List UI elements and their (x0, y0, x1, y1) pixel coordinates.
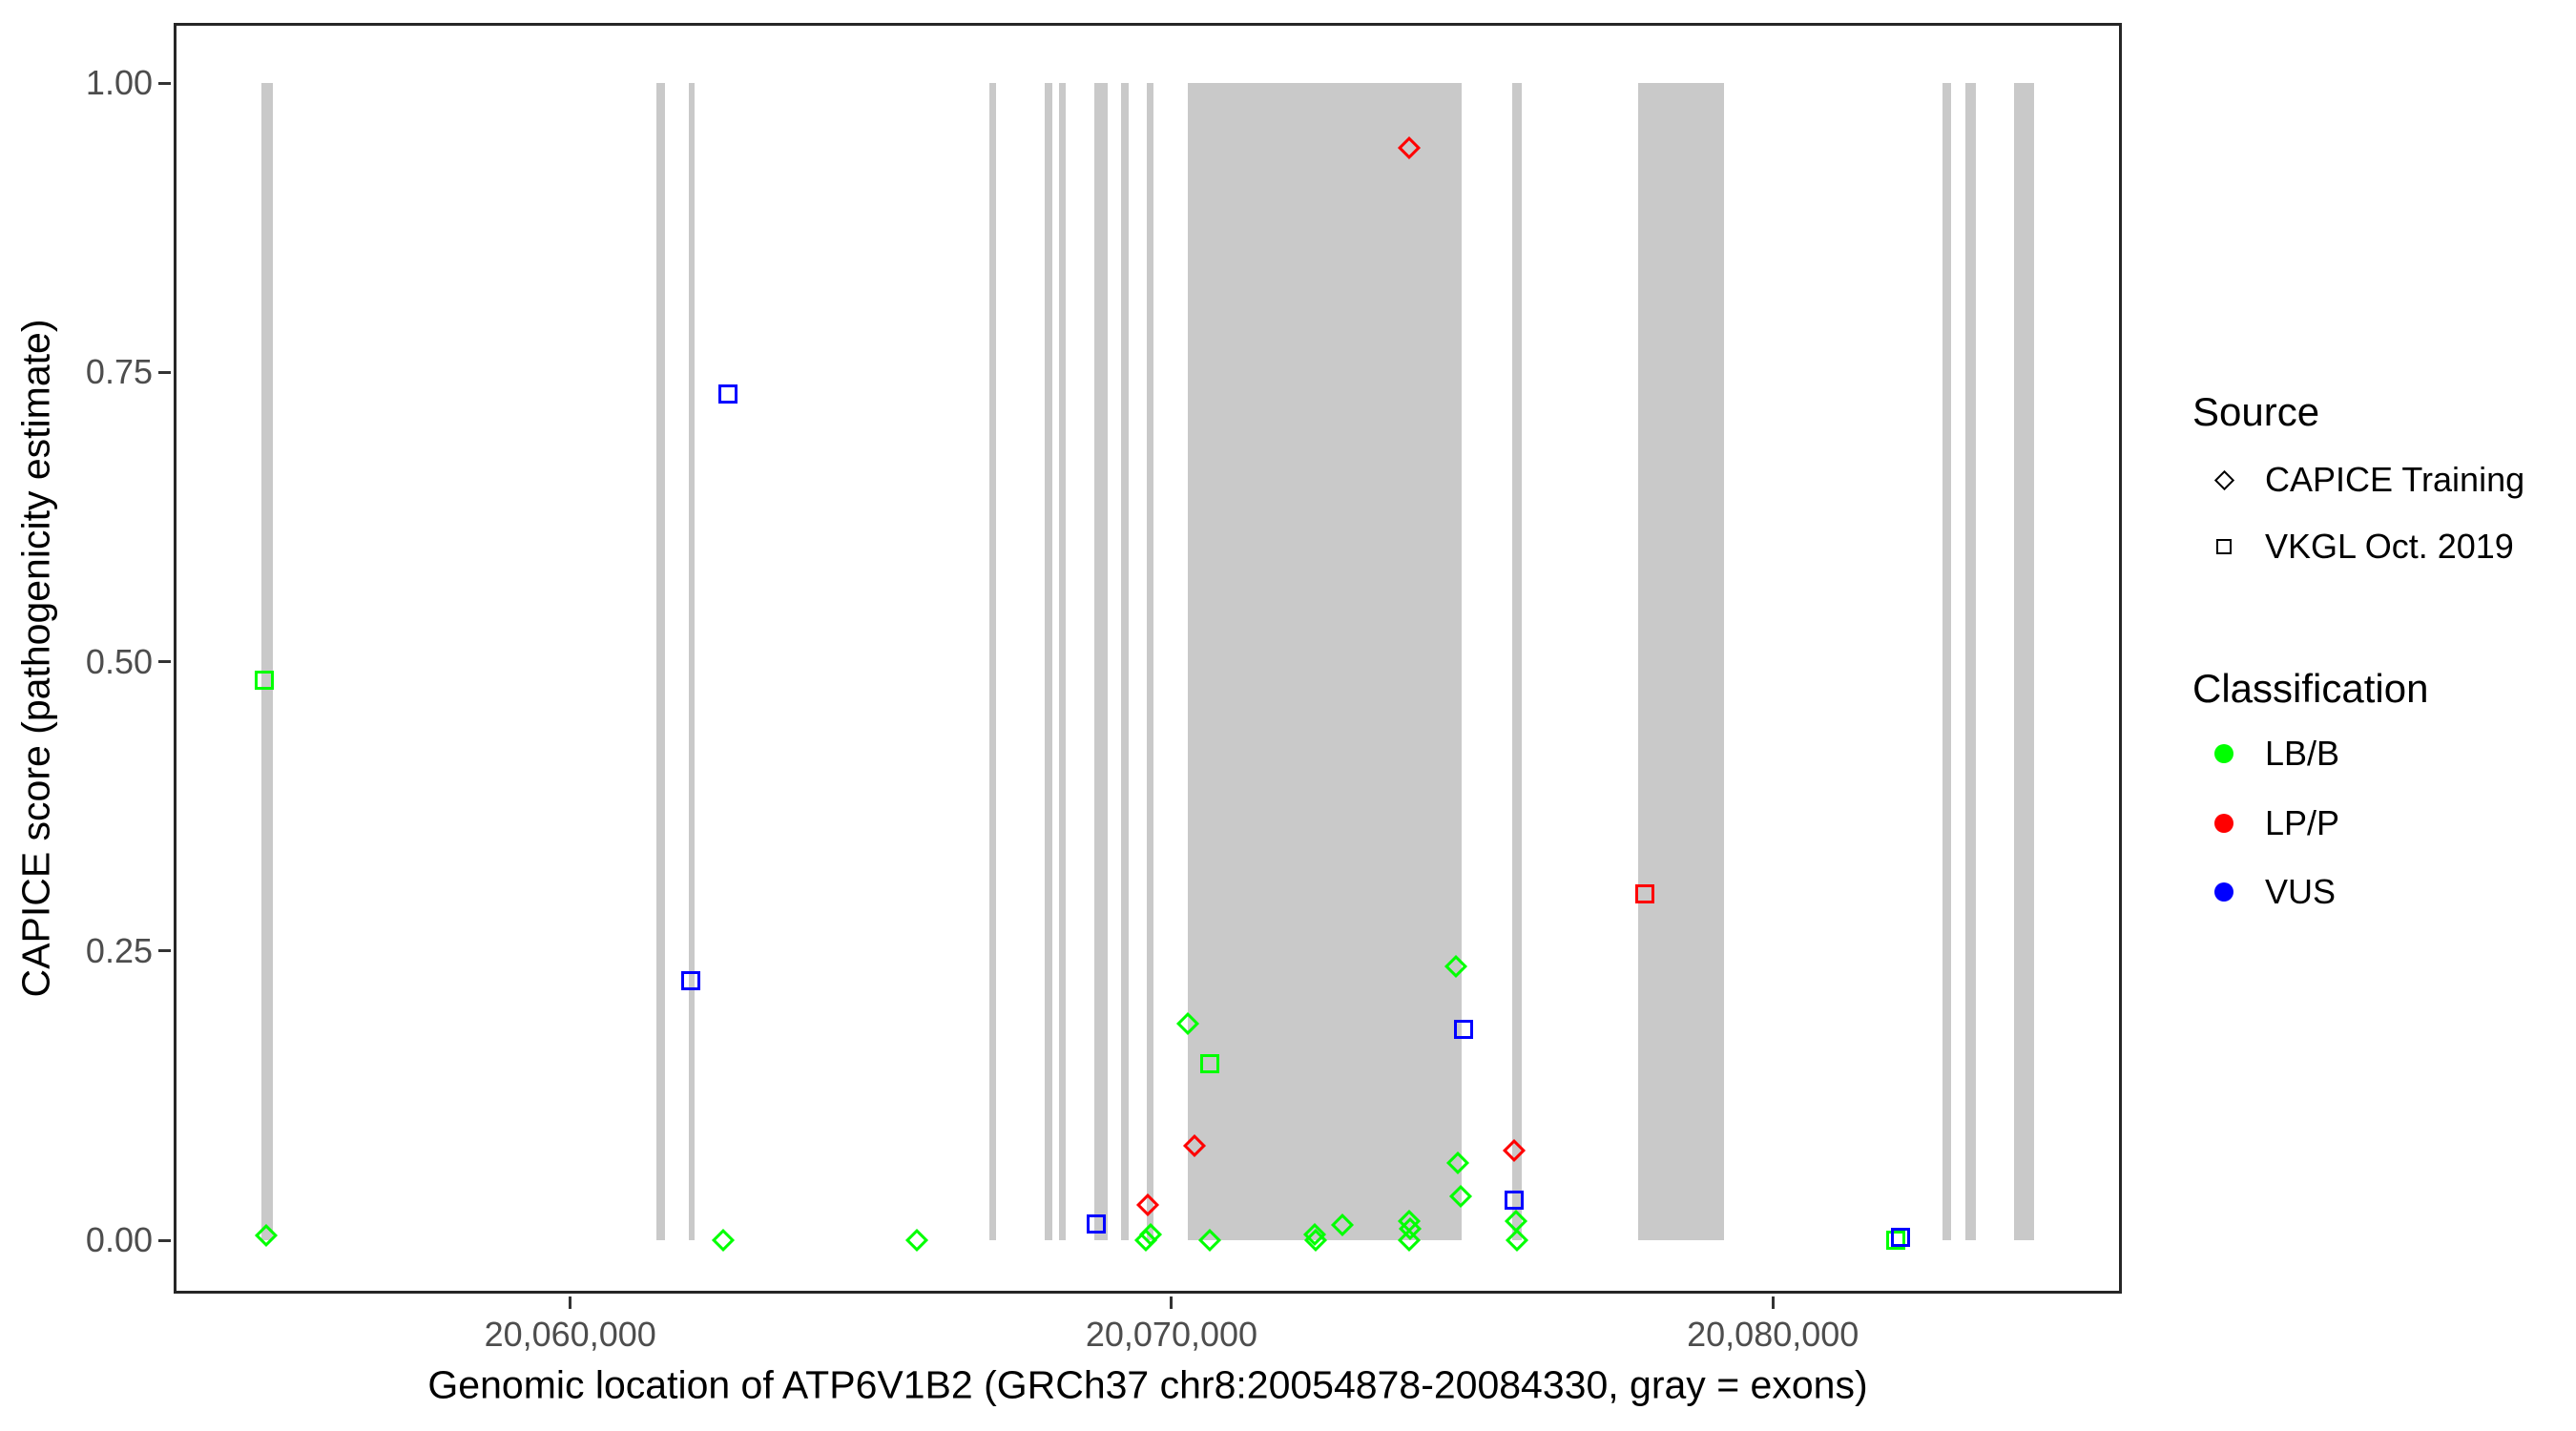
legend-item-label: CAPICE Training (2265, 460, 2525, 499)
x-tick-label: 20,060,000 (484, 1315, 656, 1354)
data-point-diamond (1183, 1133, 1207, 1157)
data-point-diamond (1444, 954, 1468, 978)
data-point-square (1505, 1190, 1525, 1210)
x-axis-title: Genomic location of ATP6V1B2 (GRCh37 chr… (427, 1362, 1868, 1407)
legend-item-label: VKGL Oct. 2019 (2265, 527, 2514, 566)
legend-classification-title: Classification (2192, 666, 2429, 711)
y-axis-tick (158, 1238, 171, 1242)
data-point-square (1886, 1231, 1905, 1251)
data-point-square (1635, 884, 1655, 904)
data-points-layer (174, 23, 2122, 1294)
y-tick-label: 0.25 (85, 930, 153, 970)
data-point-diamond (1176, 1012, 1200, 1036)
y-axis-tick (158, 949, 171, 953)
exon-band (1965, 83, 1977, 1241)
y-tick-label: 0.00 (85, 1220, 153, 1260)
data-point-square (1454, 1020, 1474, 1040)
data-point-diamond (1446, 1151, 1470, 1174)
square-icon (2206, 539, 2242, 554)
data-point-diamond (1398, 135, 1422, 160)
data-point-diamond (1503, 1138, 1527, 1162)
data-point-diamond (711, 1229, 736, 1253)
data-point-diamond (1505, 1229, 1529, 1253)
x-axis-tick (569, 1296, 572, 1309)
exon-band (1147, 83, 1154, 1241)
data-point-diamond (1198, 1229, 1222, 1253)
x-axis-tick (1771, 1296, 1775, 1309)
exon-band (1512, 83, 1523, 1241)
legend-source-title: Source (2192, 389, 2320, 434)
data-point-square (1200, 1053, 1220, 1073)
exon-band (1638, 83, 1725, 1241)
y-tick-label: 0.75 (85, 352, 153, 392)
x-axis-tick (1170, 1296, 1174, 1309)
x-tick-label: 20,070,000 (1085, 1315, 1258, 1354)
legend-item-vus: VUS (2206, 871, 2336, 913)
exon-band (989, 83, 997, 1241)
exon-band (1045, 83, 1053, 1241)
legend-item-lbb: LB/B (2206, 733, 2339, 775)
exon-band (1059, 83, 1067, 1241)
red-dot-icon (2206, 814, 2242, 833)
data-point-square (680, 971, 700, 991)
data-point-square (1087, 1214, 1107, 1234)
legend-item-label: LB/B (2265, 734, 2340, 773)
exon-band (689, 83, 696, 1241)
exon-band (1188, 83, 1462, 1241)
data-point-square (1890, 1227, 1910, 1247)
y-axis-tick (158, 370, 171, 374)
exon-band (1121, 83, 1129, 1241)
exon-band (261, 83, 273, 1241)
legend-item-label: VUS (2265, 872, 2337, 911)
y-axis-title: CAPICE score (pathogenicity estimate) (13, 319, 58, 998)
legend-item-lpp: LP/P (2206, 802, 2339, 844)
y-axis-tick (158, 81, 171, 85)
y-tick-label: 1.00 (85, 63, 153, 103)
legend-item-label: LP/P (2265, 803, 2340, 842)
y-tick-label: 0.50 (85, 641, 153, 681)
data-point-diamond (1136, 1192, 1160, 1216)
data-point-square (254, 671, 274, 691)
diamond-icon (2206, 469, 2242, 490)
legend-item-capice-training: CAPICE Training (2206, 459, 2524, 501)
data-point-diamond (1448, 1185, 1473, 1209)
data-point-diamond (905, 1229, 929, 1253)
exon-band (2014, 83, 2035, 1241)
green-dot-icon (2206, 744, 2242, 763)
legend-item-vkgl: VKGL Oct. 2019 (2206, 526, 2514, 568)
data-point-square (717, 384, 737, 404)
exon-band (1094, 83, 1108, 1241)
data-point-diamond (1330, 1213, 1355, 1237)
exon-band (1942, 83, 1952, 1241)
y-axis-tick (158, 660, 171, 664)
data-point-diamond (255, 1224, 279, 1248)
x-tick-label: 20,080,000 (1687, 1315, 1859, 1354)
plot-panel (174, 23, 2122, 1294)
exon-band (655, 83, 665, 1241)
blue-dot-icon (2206, 882, 2242, 902)
